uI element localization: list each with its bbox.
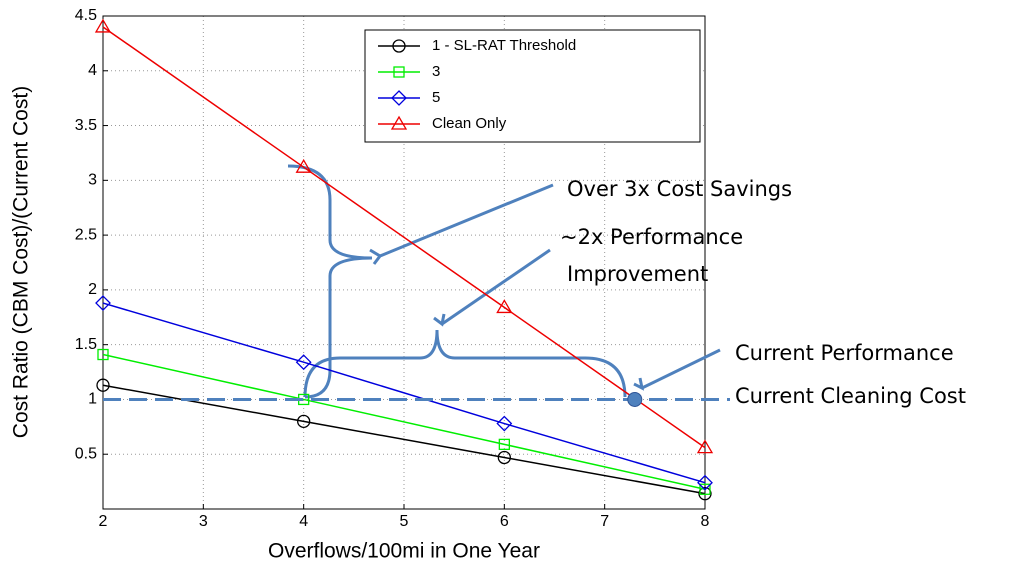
series-line bbox=[102, 26, 706, 449]
series-line bbox=[102, 353, 706, 491]
legend-label: 3 bbox=[432, 63, 440, 80]
arrow bbox=[379, 183, 554, 258]
marker bbox=[699, 483, 711, 495]
annotation: ~2x Performance bbox=[560, 225, 743, 249]
legend-label: Clean Only bbox=[432, 115, 507, 132]
legend-marker bbox=[390, 115, 408, 130]
series-line bbox=[102, 302, 706, 484]
marker bbox=[496, 415, 513, 432]
annotation-shapes bbox=[287, 164, 721, 399]
brace bbox=[287, 164, 373, 399]
arrow bbox=[641, 348, 721, 390]
annotation: Improvement bbox=[567, 262, 708, 286]
marker bbox=[94, 18, 112, 33]
x-axis-label: Overflows/100mi in One Year bbox=[268, 540, 540, 563]
y-tick-label: 1.5 bbox=[75, 336, 97, 353]
x-tick-label: 3 bbox=[199, 513, 208, 530]
y-tick-label: 2.5 bbox=[75, 226, 97, 243]
x-tick-label: 5 bbox=[400, 513, 409, 530]
marker bbox=[295, 158, 312, 173]
marker bbox=[97, 348, 109, 361]
current-point bbox=[627, 391, 643, 407]
x-tick-label: 6 bbox=[500, 513, 509, 530]
legend-label: 1 - SL-RAT Threshold bbox=[432, 37, 576, 54]
marker bbox=[696, 439, 714, 454]
plot-frame bbox=[102, 15, 706, 510]
marker bbox=[697, 474, 713, 491]
annotation: Over 3x Cost Savings bbox=[567, 177, 792, 201]
marker bbox=[698, 487, 712, 501]
legend-marker bbox=[391, 90, 407, 106]
marker bbox=[498, 438, 510, 451]
y-tick-label: 3 bbox=[88, 172, 97, 189]
brace bbox=[303, 329, 627, 398]
y-tick-label: 2 bbox=[88, 281, 97, 298]
x-tick-label: 2 bbox=[99, 513, 108, 530]
legend-label: 5 bbox=[432, 89, 440, 106]
arrow bbox=[441, 248, 551, 326]
y-tick-label: 3.5 bbox=[75, 117, 97, 134]
y-tick-label: 4.5 bbox=[75, 7, 97, 24]
series-line bbox=[102, 384, 706, 495]
x-tick-label: 8 bbox=[701, 513, 710, 530]
x-tick-label: 4 bbox=[299, 513, 308, 530]
marker bbox=[96, 378, 110, 392]
legend-box bbox=[364, 29, 701, 143]
annotation: Current Cleaning Cost bbox=[735, 384, 966, 408]
marker bbox=[497, 450, 511, 465]
y-tick-label: 0.5 bbox=[75, 445, 97, 462]
marker bbox=[496, 299, 513, 314]
arrow-head bbox=[369, 248, 645, 391]
legend-marker bbox=[392, 39, 406, 53]
y-axis-label: Cost Ratio (CBM Cost)/(Current Cost) bbox=[10, 86, 33, 438]
marker bbox=[295, 354, 312, 371]
legend-marker bbox=[393, 66, 405, 78]
x-tick-label: 7 bbox=[600, 513, 609, 530]
y-tick-label: 1 bbox=[88, 391, 97, 408]
marker bbox=[297, 414, 311, 429]
annotation: Current Performance bbox=[735, 341, 954, 365]
marker bbox=[95, 295, 111, 311]
y-tick-label: 4 bbox=[88, 62, 97, 79]
